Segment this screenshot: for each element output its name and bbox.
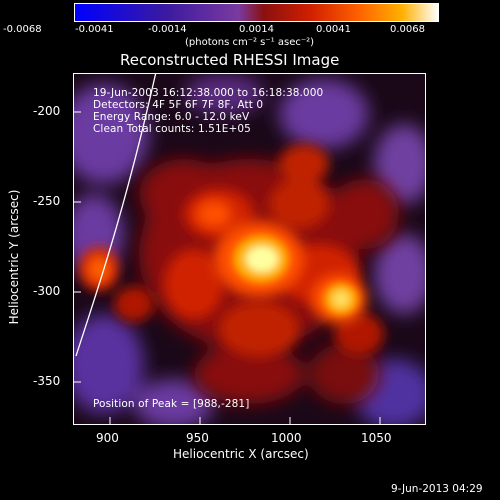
peak-position-text: Position of Peak = [988,-281] — [93, 398, 250, 410]
colorbar-tick: 0.0068 — [390, 24, 425, 35]
x-tick-label: 1000 — [271, 431, 302, 445]
y-tick-label: -300 — [33, 284, 61, 298]
colorbar-tick: -0.0014 — [148, 24, 187, 35]
image-title: Reconstructed RHESSI Image — [120, 51, 340, 69]
colorbar — [74, 3, 439, 22]
footer-date: 9-Jun-2013 04:29 — [391, 483, 483, 495]
detectors-text: Detectors: 4F 5F 6F 7F 8F, Att 0 — [93, 99, 264, 111]
y-tick-label: -350 — [33, 374, 61, 388]
colorbar-tick: -0.0068 — [3, 24, 42, 35]
colorbar-tick: -0.0041 — [75, 24, 114, 35]
time-range-text: 19-Jun-2003 16:12:38.000 to 16:18:38.000 — [93, 87, 324, 99]
y-axis-label: Heliocentric Y (arcsec) — [7, 189, 21, 325]
energy-range-text: Energy Range: 6.0 - 12.0 keV — [93, 111, 250, 123]
colorbar-tick: 0.0014 — [239, 24, 274, 35]
x-axis-label: Heliocentric X (arcsec) — [173, 447, 309, 461]
colorbar-unit-label: (photons cm⁻² s⁻¹ asec⁻²) — [185, 37, 315, 48]
reconstructed-image — [74, 74, 425, 424]
x-tick-label: 950 — [186, 431, 209, 445]
y-tick-label: -250 — [33, 194, 61, 208]
colorbar-gradient — [75, 4, 438, 21]
x-tick-label: 900 — [96, 431, 119, 445]
clean-info-text: Clean Total counts: 1.51E+05 — [93, 123, 251, 135]
rhessi-image — [73, 73, 426, 425]
y-tick-label: -200 — [33, 104, 61, 118]
x-tick-label: 1050 — [361, 431, 392, 445]
colorbar-tick: 0.0041 — [316, 24, 351, 35]
solar-limb-curve — [75, 74, 157, 357]
